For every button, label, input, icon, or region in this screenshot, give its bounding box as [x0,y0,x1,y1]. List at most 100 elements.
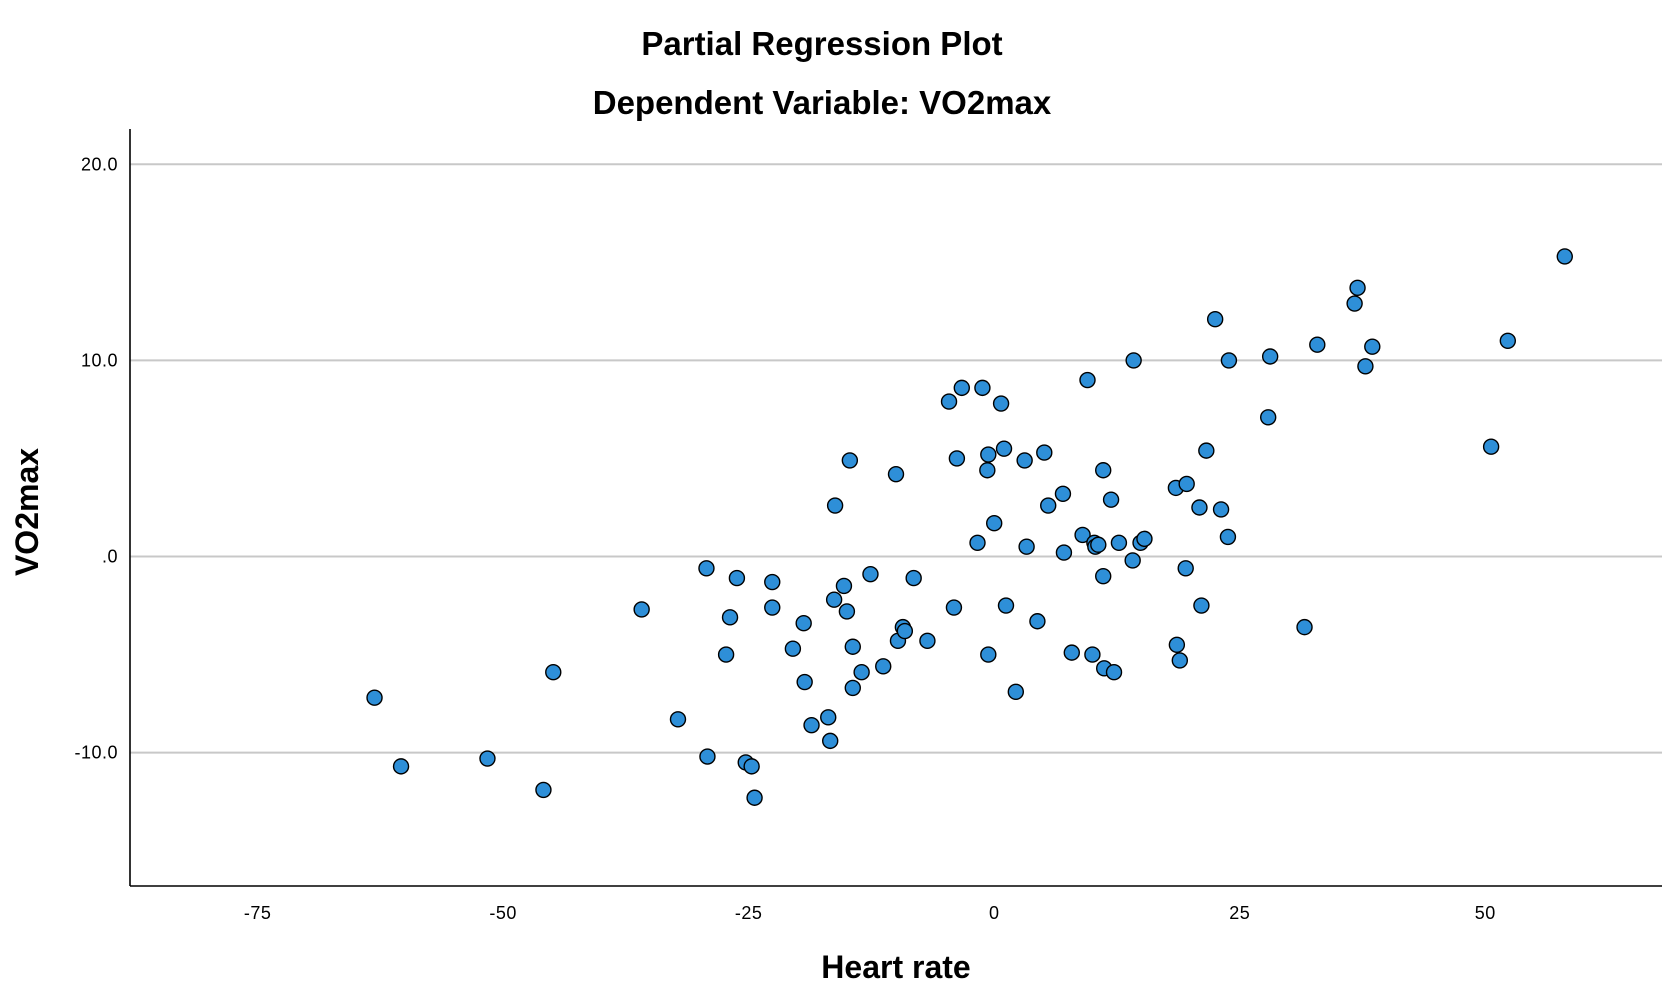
x-tick-label: 0 [989,903,1000,923]
data-point [825,591,843,608]
data-point [717,646,735,663]
data-point [1349,279,1366,297]
data-point [1198,442,1215,459]
data-point [844,679,861,697]
data-point [844,638,861,655]
y-tick-labels: 20.0 10.0 .0 -10.0 [74,154,118,763]
x-tick-label: -75 [244,903,272,923]
data-point [479,750,496,767]
data-point [820,709,837,726]
data-point [896,622,914,640]
data-point [728,569,746,587]
x-tick-label: -25 [735,903,763,923]
data-point [1556,248,1573,265]
data-point [1136,530,1153,548]
data-point [669,711,687,728]
data-point [746,789,763,806]
data-point [1055,544,1073,561]
data-point [992,395,1010,412]
data-point [545,664,562,681]
data-point [995,440,1013,457]
data-point [1084,646,1101,663]
data-point [1177,560,1194,577]
data-point [1016,452,1033,469]
data-point [1178,475,1195,493]
data-point [969,534,986,552]
data-point [953,379,970,397]
data-point [764,573,781,591]
data-point [1079,371,1096,389]
data-point [1105,664,1123,681]
data-point [826,497,844,514]
y-tick-label: .0 [102,547,118,567]
data-point [1007,683,1025,701]
data-point [366,689,383,706]
data-point [743,758,760,775]
data-point [1193,597,1210,614]
y-axis-title: VO2max [9,448,45,576]
data-point [1364,338,1381,355]
data-point [1125,352,1142,369]
data-point [1018,538,1035,555]
data-point [919,632,936,650]
x-axis-title: Heart rate [821,949,970,985]
data-point [699,748,716,765]
data-point [862,565,879,583]
data-point [1124,552,1141,569]
data-point [1259,409,1277,426]
data-point [698,560,715,577]
data-point [822,732,839,750]
x-tick-labels: -75 -50 -25 0 25 50 [244,903,1496,923]
chart-subtitle: Dependent Variable: VO2max [593,84,1052,121]
data-point [841,452,859,469]
axes [129,129,1662,887]
data-point [1309,336,1326,353]
data-point [875,658,892,675]
data-point [1357,358,1374,375]
data-point [784,640,802,657]
data-point [887,465,905,483]
data-point [1095,462,1112,479]
data-point [795,615,812,632]
data-point [838,603,856,620]
data-point [986,514,1003,532]
data-point [1171,652,1189,669]
data-point [940,393,958,410]
gridlines [130,163,1662,754]
data-point [1346,295,1363,312]
data-point [1499,332,1517,350]
data-point [1029,613,1046,630]
data-point [721,609,739,626]
chart-title: Partial Regression Plot [641,25,1002,62]
data-points [366,248,1573,806]
data-point [905,569,922,587]
data-point [633,601,650,618]
data-point [979,462,996,479]
data-point [1206,311,1224,328]
data-point [1296,618,1313,636]
data-point [1074,526,1091,544]
data-point [1054,485,1072,502]
data-point [853,664,870,681]
data-point [1482,438,1500,455]
data-point [803,716,820,734]
y-tick-label: 10.0 [81,350,118,370]
data-point [392,758,410,775]
y-tick-label: -10.0 [74,743,118,763]
data-point [1095,567,1112,585]
data-point [980,646,997,663]
data-point [835,577,853,595]
data-point [980,446,997,463]
data-point [1212,501,1230,518]
data-point [1040,497,1057,514]
x-tick-label: 50 [1475,903,1496,923]
data-point [1110,534,1128,552]
data-point [1090,536,1107,553]
data-point [1261,348,1279,365]
data-point [1219,528,1237,546]
data-point [796,673,813,691]
data-point [1102,491,1120,508]
y-tick-label: 20.0 [81,154,118,174]
data-point [1168,636,1186,653]
